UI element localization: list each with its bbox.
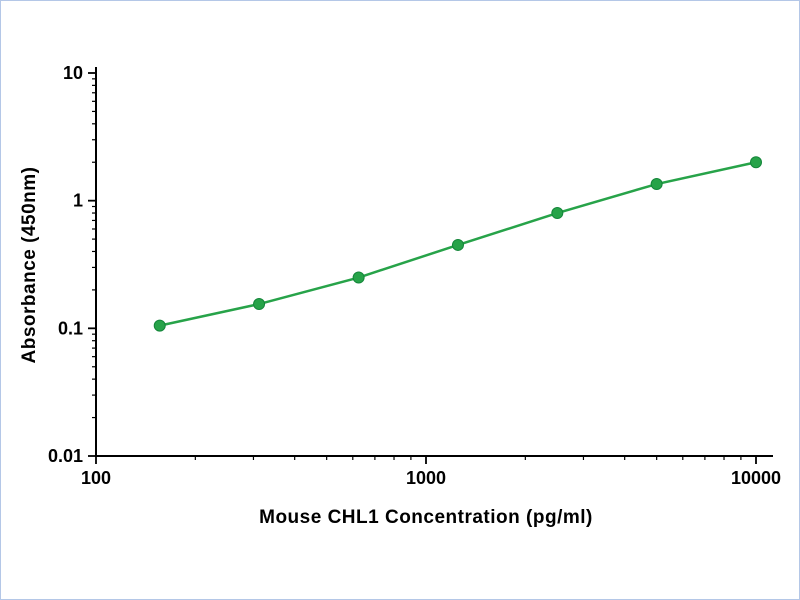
x-tick-label: 10000	[731, 468, 781, 488]
data-points	[153, 156, 762, 332]
data-point	[750, 156, 762, 169]
y-tick-label: 0.01	[48, 446, 83, 466]
data-point	[551, 207, 564, 220]
y-tick-label: 0.1	[58, 318, 83, 338]
minor-ticks	[92, 78, 742, 460]
tick-labels: 100 1000 10000 0.01 0.1 1 10	[48, 63, 781, 488]
data-point	[650, 178, 663, 191]
y-tick-label: 1	[73, 191, 83, 211]
data-point	[253, 298, 266, 311]
x-axis-label: Mouse CHL1 Concentration (pg/ml)	[259, 507, 593, 528]
y-axis-label: Absorbance (450nm)	[19, 167, 40, 364]
data-point	[352, 271, 365, 284]
data-point	[451, 238, 464, 251]
x-tick-label: 100	[81, 468, 111, 488]
data-point	[153, 319, 166, 332]
x-tick-label: 1000	[406, 468, 446, 488]
major-ticks	[88, 72, 757, 464]
y-tick-label: 10	[63, 63, 83, 83]
